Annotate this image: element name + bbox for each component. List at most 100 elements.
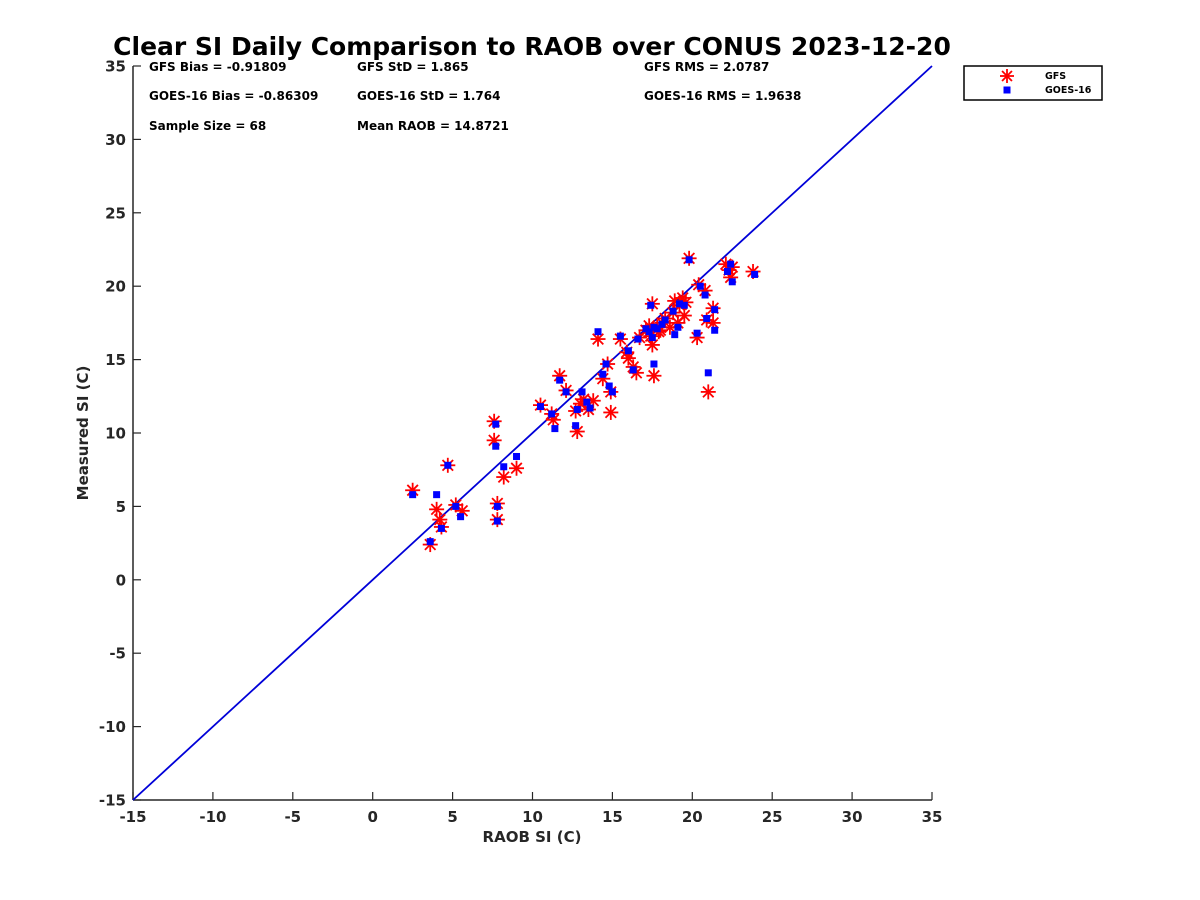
goes-16-point	[616, 332, 624, 340]
x-tick-label: 5	[447, 808, 457, 826]
stat-text: GFS RMS = 2.0787	[644, 60, 769, 74]
y-tick-label: 10	[105, 425, 126, 443]
x-axis-label: RAOB SI (C)	[483, 828, 582, 846]
y-axis-label: Measured SI (C)	[74, 366, 92, 501]
goes-16-point	[500, 463, 508, 471]
goes-16-point	[583, 398, 591, 406]
goes-16-point	[701, 291, 709, 299]
goes-16-point	[605, 382, 613, 390]
goes-16-point	[492, 442, 500, 450]
plot-area: -15 -10 -5 0 5 10 15 20 25 30 35 -15 -10 -5 0 5 10 15 20 25…	[99, 58, 943, 827]
series-goes-16	[409, 256, 759, 546]
goes-16-point	[650, 360, 658, 368]
goes-16-point	[676, 300, 684, 308]
stat-text: GOES-16 RMS = 1.9638	[644, 89, 801, 103]
x-tick-label: 15	[602, 808, 623, 826]
goes-16-point	[573, 406, 581, 414]
goes-16-point	[444, 461, 452, 469]
goes-16-point	[602, 360, 610, 368]
goes-16-point	[536, 403, 544, 411]
gfs-point	[646, 368, 662, 384]
stat-text: GOES-16 Bias = -0.86309	[149, 89, 318, 103]
gfs-point	[700, 384, 716, 400]
gfs-point	[590, 331, 606, 347]
stat-text: GFS StD = 1.865	[357, 60, 469, 74]
y-tick-label: 35	[105, 58, 126, 76]
goes-16-point	[751, 270, 759, 278]
goes-16-point	[727, 260, 735, 268]
goes-16-point	[696, 282, 704, 290]
goes-16-point	[452, 502, 460, 510]
goes-16-point	[594, 328, 602, 336]
goes-16-point	[728, 278, 736, 286]
y-tick-label: 0	[116, 571, 126, 589]
x-tick-label: 20	[682, 808, 703, 826]
chart-title: Clear SI Daily Comparison to RAOB over C…	[113, 32, 951, 61]
gfs-point	[676, 308, 692, 324]
gfs-point	[429, 501, 445, 517]
goes-16-point	[578, 388, 586, 396]
gfs-point	[509, 460, 525, 476]
stat-text: Mean RAOB = 14.8721	[357, 119, 509, 133]
stat-text: Sample Size = 68	[149, 119, 266, 133]
gfs-point	[595, 371, 611, 387]
goes-16-point	[513, 452, 521, 460]
goes-16-point	[551, 425, 559, 433]
statistics-text: GFS Bias = -0.91809 GFS StD = 1.865 GFS RM…	[149, 60, 801, 133]
gfs-point	[496, 469, 512, 485]
y-tick-label: 20	[105, 278, 126, 296]
goes-16-point	[669, 307, 677, 315]
goes-16-point	[426, 538, 434, 546]
one-to-one-line	[132, 65, 933, 801]
goes-16-point	[556, 376, 564, 384]
goes-16-point	[685, 256, 693, 264]
goes-16-point	[548, 410, 556, 418]
legend-goes-16-label: GOES-16	[1045, 85, 1092, 96]
x-tick-label: -10	[199, 808, 226, 826]
goes-16-point	[645, 328, 653, 336]
gfs-point	[432, 512, 448, 528]
goes-16-point	[586, 404, 594, 412]
goes-16-point	[680, 301, 688, 309]
x-tick-label: 25	[762, 808, 783, 826]
goes-16-point	[493, 517, 501, 525]
goes-16-point	[704, 369, 712, 377]
goes-16-point	[457, 513, 465, 521]
goes-16-point	[711, 306, 719, 314]
goes-16-point	[608, 388, 616, 396]
x-tick-label: 30	[842, 808, 863, 826]
goes-16-point	[671, 331, 679, 339]
goes-16-point	[703, 314, 711, 322]
goes-16-point	[650, 323, 658, 331]
goes-16-point	[661, 316, 669, 324]
y-tick-label: 15	[105, 351, 126, 369]
y-tick-label: -10	[99, 718, 126, 736]
goes-16-point	[629, 366, 637, 374]
legend: GFS GOES-16	[963, 65, 1103, 101]
goes-16-point	[674, 323, 682, 331]
x-tick-label: 10	[522, 808, 543, 826]
legend-gfs-marker	[1000, 69, 1014, 83]
goes-16-point	[624, 347, 632, 355]
goes-16-point	[658, 320, 666, 328]
goes-16-point	[562, 388, 570, 396]
goes-16-point	[409, 491, 417, 499]
goes-16-point	[693, 329, 701, 337]
goes-16-point	[647, 301, 655, 309]
goes-16-point	[572, 422, 580, 430]
y-tick-label: 30	[105, 131, 126, 149]
legend-gfs-label: GFS	[1045, 71, 1066, 82]
goes-16-point	[599, 370, 607, 378]
x-tick-label: 0	[367, 808, 377, 826]
goes-16-point	[433, 491, 441, 499]
goes-16-point	[723, 268, 731, 276]
legend-goes-16-marker	[1003, 86, 1011, 94]
x-tick-label: 35	[922, 808, 943, 826]
y-tick-label: -15	[99, 792, 126, 810]
x-tick-label: -5	[284, 808, 301, 826]
stat-text: GFS Bias = -0.91809	[149, 60, 286, 74]
goes-16-point	[648, 334, 656, 342]
y-tick-label: 25	[105, 204, 126, 222]
goes-16-point	[493, 502, 501, 510]
